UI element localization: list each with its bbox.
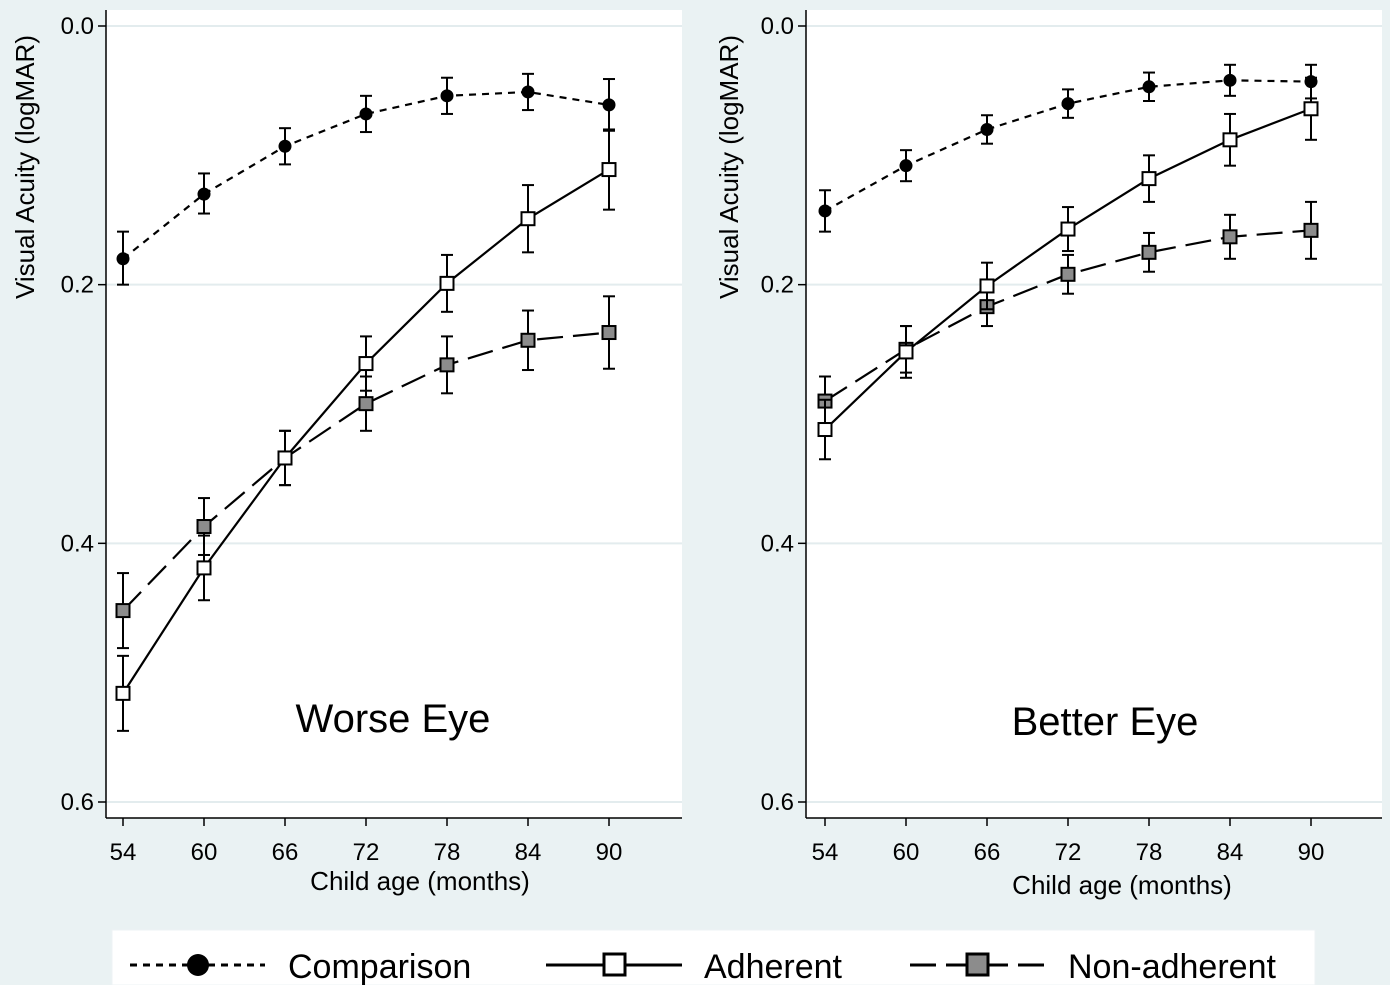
y-axis-title: Visual Acuity (logMAR) [714, 35, 744, 299]
plot-area-better-eye [806, 10, 1382, 818]
x-ticks: 54 60 66 72 78 84 90 [110, 818, 623, 866]
data-point-adherent [898, 344, 914, 360]
plot-area-worse-eye [106, 10, 682, 818]
data-point-adherent [1303, 101, 1319, 117]
data-point-comparison [440, 89, 454, 103]
legend-label-adherent: Adherent [704, 948, 843, 985]
panel-title-worse-eye: Worse Eye [296, 697, 491, 741]
legend-label-comparison: Comparison [288, 948, 471, 985]
legend-item-comparison: Comparison [130, 948, 471, 985]
series-comparison [116, 72, 616, 286]
x-tick-label: 54 [110, 839, 137, 866]
data-point-comparison [818, 204, 832, 218]
panel-title-better-eye: Better Eye [1012, 700, 1199, 744]
data-point-adherent [196, 560, 212, 576]
data-point-comparison [521, 85, 535, 99]
data-point-comparison [1061, 97, 1075, 111]
data-point-non-adherent [601, 325, 617, 341]
y-ticks: 0.0 0.2 0.4 0.6 [61, 13, 106, 816]
x-tick-label: 78 [1136, 839, 1163, 866]
y-tick-label: 0.6 [761, 789, 794, 816]
data-point-non-adherent [115, 603, 131, 619]
y-tick-label: 0.4 [61, 530, 94, 557]
data-point-adherent [601, 162, 617, 178]
data-point-comparison [278, 139, 292, 153]
y-tick-label: 0.0 [61, 13, 94, 40]
data-point-adherent [1060, 221, 1076, 237]
panel-better-eye: 0.0 0.2 0.4 0.6 54 60 66 72 78 84 90 Child age (m… [714, 10, 1382, 900]
data-point-non-adherent [1060, 266, 1076, 282]
data-point-adherent [979, 278, 995, 294]
y-tick-label: 0.6 [61, 789, 94, 816]
data-point-adherent [1222, 132, 1238, 148]
data-point-comparison [602, 98, 616, 112]
data-point-non-adherent [439, 357, 455, 373]
data-point-adherent [277, 450, 293, 466]
data-point-comparison [116, 252, 130, 266]
data-point-comparison [1142, 80, 1156, 94]
x-tick-label: 54 [812, 839, 839, 866]
gridlines [106, 25, 682, 803]
legend: Comparison Adherent Non-adherent [111, 929, 1316, 985]
data-marks [817, 63, 1319, 461]
legend-label-non-adherent: Non-adherent [1068, 948, 1276, 985]
x-axis-title: Child age (months) [1012, 870, 1232, 900]
series-comparison [818, 63, 1318, 233]
x-tick-label: 66 [272, 839, 299, 866]
y-tick-label: 0.2 [61, 272, 94, 299]
data-point-non-adherent [1303, 222, 1319, 238]
x-tick-label: 60 [191, 839, 218, 866]
data-point-adherent [817, 422, 833, 438]
gridlines [806, 25, 1382, 803]
panel-worse-eye: 0.0 0.2 0.4 0.6 54 60 66 72 78 84 90 Child age (m… [10, 10, 682, 896]
data-point-non-adherent [520, 332, 536, 348]
data-point-comparison [197, 187, 211, 201]
series-adherent [115, 128, 617, 732]
data-point-adherent [439, 275, 455, 291]
data-point-adherent [115, 685, 131, 701]
y-axis-title: Visual Acuity (logMAR) [10, 35, 40, 299]
data-point-comparison [359, 107, 373, 121]
x-tick-label: 84 [1217, 839, 1244, 866]
data-point-non-adherent [1222, 229, 1238, 245]
y-tick-label: 0.0 [761, 13, 794, 40]
data-point-comparison [899, 159, 913, 173]
x-tick-label: 90 [1298, 839, 1325, 866]
legend-item-adherent: Adherent [546, 948, 843, 985]
x-tick-label: 90 [596, 839, 623, 866]
y-tick-label: 0.2 [761, 272, 794, 299]
x-tick-label: 78 [434, 839, 461, 866]
legend-marker-adherent [602, 952, 627, 977]
data-marks [115, 72, 617, 732]
data-point-adherent [358, 356, 374, 372]
legend-box [111, 929, 1316, 985]
data-point-comparison [980, 122, 994, 136]
x-tick-label: 72 [353, 839, 380, 866]
legend-marker-non-adherent [965, 952, 990, 977]
data-point-non-adherent [196, 519, 212, 535]
data-point-non-adherent [1141, 244, 1157, 260]
data-point-non-adherent [358, 396, 374, 412]
x-axis-title: Child age (months) [310, 866, 530, 896]
data-point-comparison [1223, 73, 1237, 87]
series-adherent [817, 76, 1319, 461]
legend-item-non-adherent: Non-adherent [910, 948, 1276, 985]
data-point-adherent [520, 211, 536, 227]
y-tick-label: 0.4 [761, 530, 794, 557]
y-ticks: 0.0 0.2 0.4 0.6 [761, 13, 806, 816]
x-tick-label: 84 [515, 839, 542, 866]
x-tick-label: 60 [893, 839, 920, 866]
data-point-adherent [1141, 171, 1157, 187]
x-tick-label: 72 [1055, 839, 1082, 866]
x-tick-label: 66 [974, 839, 1001, 866]
legend-marker-comparison [187, 954, 209, 976]
x-ticks: 54 60 66 72 78 84 90 [812, 818, 1325, 866]
